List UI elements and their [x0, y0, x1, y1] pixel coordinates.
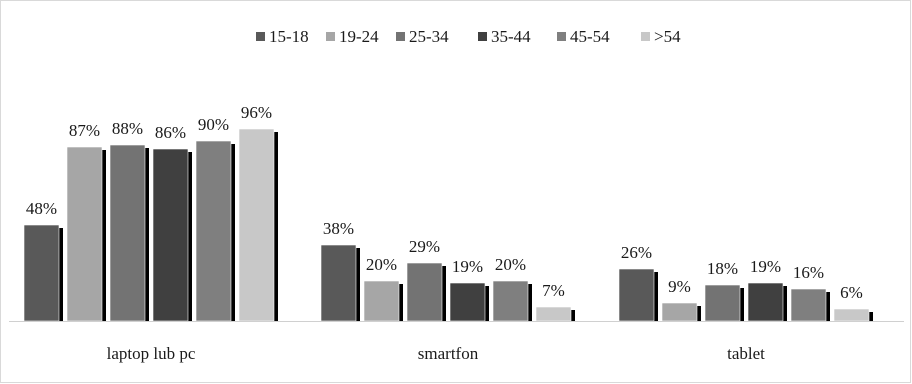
category-labels: laptop lub pc smartfon tablet	[107, 344, 766, 363]
legend-label: 19-24	[339, 27, 379, 46]
legend-label: >54	[654, 27, 681, 46]
bar-shadow	[442, 266, 446, 322]
data-label: 90%	[198, 115, 229, 134]
data-label: 48%	[26, 199, 57, 218]
bar-19-24-laptop-lub-pc	[66, 146, 103, 322]
data-labels: 48% 87% 88% 86% 90% 96% 38% 20% 29% 19% 20% 7% 26% 9%…	[26, 103, 863, 302]
bar-shadow	[654, 272, 658, 322]
legend-swatch	[326, 32, 335, 41]
bar-19-24-smartfon	[363, 280, 400, 322]
bar-25-34-laptop-lub-pc	[109, 144, 146, 322]
bar-15-18-laptop-lub-pc	[23, 224, 60, 322]
legend-swatch	[478, 32, 487, 41]
data-label: 29%	[409, 237, 440, 256]
bar-35-44-smartfon	[449, 282, 486, 322]
data-label: 6%	[840, 283, 863, 302]
data-label: 19%	[750, 257, 781, 276]
data-label: 20%	[366, 255, 397, 274]
legend-swatch	[641, 32, 650, 41]
data-label: 20%	[495, 255, 526, 274]
legend-label: 45-54	[570, 27, 610, 46]
data-label: 87%	[69, 121, 100, 140]
bar-45-54-laptop-lub-pc	[195, 140, 232, 322]
legend-swatch	[256, 32, 265, 41]
category-label: smartfon	[418, 344, 479, 363]
legend-swatch	[396, 32, 405, 41]
bar-25-34-smartfon	[406, 262, 443, 322]
legend-label: 25-34	[409, 27, 449, 46]
bar-shadow	[783, 286, 787, 322]
legend-swatch	[557, 32, 566, 41]
bar-shadow	[571, 310, 575, 322]
bar-gt54-laptop-lub-pc	[238, 128, 275, 322]
data-label: 26%	[621, 243, 652, 262]
data-label: 96%	[241, 103, 272, 122]
bar-shadow	[145, 148, 149, 322]
data-label: 19%	[452, 257, 483, 276]
bar-shadow	[231, 144, 235, 322]
data-label: 86%	[155, 123, 186, 142]
legend-label: 15-18	[269, 27, 309, 46]
legend: 15-18 19-24 25-34 35-44 45-54 >54	[256, 27, 681, 46]
bar-shadow	[740, 288, 744, 322]
data-label: 9%	[668, 277, 691, 296]
bar-shadow	[528, 284, 532, 322]
bar-shadow	[485, 286, 489, 322]
bar-shadow	[102, 150, 106, 322]
bar-shadow	[274, 132, 278, 322]
bar-15-18-smartfon	[320, 244, 357, 322]
bar-shadow	[697, 306, 701, 322]
bar-shadow	[826, 292, 830, 322]
legend-label: 35-44	[491, 27, 531, 46]
category-label: tablet	[727, 344, 765, 363]
bar-15-18-tablet	[618, 268, 655, 322]
data-label: 18%	[707, 259, 738, 278]
category-label: laptop lub pc	[107, 344, 196, 363]
bar-shadow	[59, 228, 63, 322]
bar-gt54-smartfon	[535, 306, 572, 322]
bar-25-34-tablet	[704, 284, 741, 322]
bar-gt54-tablet	[833, 308, 870, 322]
bar-45-54-tablet	[790, 288, 827, 322]
bar-45-54-smartfon	[492, 280, 529, 322]
bar-shadow	[188, 152, 192, 322]
bar-35-44-tablet	[747, 282, 784, 322]
data-label: 7%	[542, 281, 565, 300]
data-label: 16%	[793, 263, 824, 282]
bar-19-24-tablet	[661, 302, 698, 322]
bars	[23, 128, 873, 322]
bar-shadow	[869, 312, 873, 322]
bar-shadow	[356, 248, 360, 322]
bar-35-44-laptop-lub-pc	[152, 148, 189, 322]
data-label: 88%	[112, 119, 143, 138]
bar-shadow	[399, 284, 403, 322]
data-label: 38%	[323, 219, 354, 238]
